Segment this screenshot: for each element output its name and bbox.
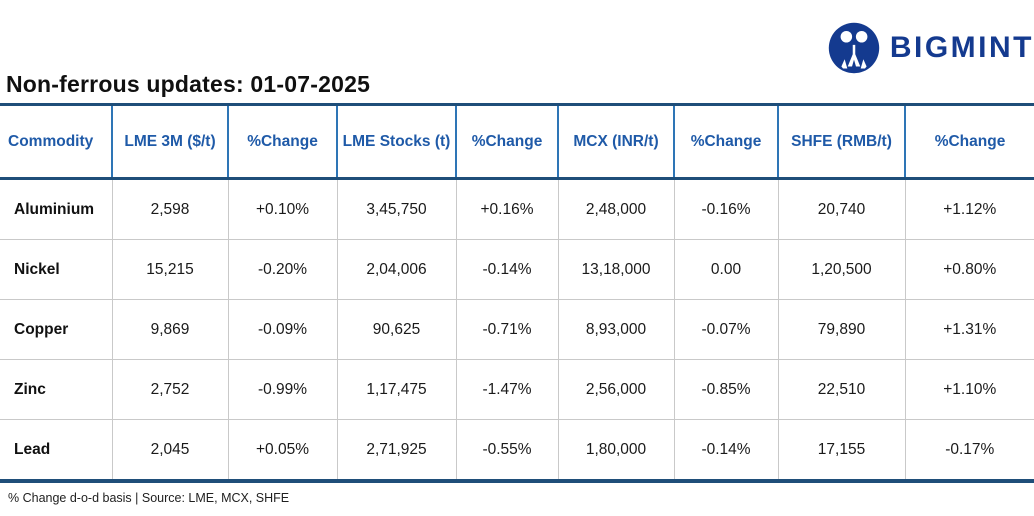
change-cell: -0.99% xyxy=(228,359,338,420)
value-cell: 2,71,925 xyxy=(337,419,457,483)
table-row: Copper 9,869 -0.09% 90,625 -0.71% 8,93,000 -0.… xyxy=(0,299,1034,360)
table-row: Lead 2,045 +0.05% 2,71,925 -0.55% 1,80,000 -0.… xyxy=(0,419,1034,483)
commodity-quotes-table: Commodity LME 3M ($/t) %Change LME Stocks (… xyxy=(0,103,1034,483)
value-cell: 2,48,000 xyxy=(558,178,675,240)
value-cell: 1,80,000 xyxy=(558,419,675,483)
change-cell: -0.17% xyxy=(905,419,1034,483)
change-cell: -0.09% xyxy=(228,299,338,360)
bigmint-logo-icon xyxy=(827,21,881,75)
value-cell: 2,04,006 xyxy=(337,239,457,300)
commodity-cell: Lead xyxy=(0,419,113,483)
change-cell: +0.16% xyxy=(456,178,559,240)
value-cell: 15,215 xyxy=(112,239,229,300)
column-header: LME Stocks (t) xyxy=(337,104,457,180)
change-cell: -0.20% xyxy=(228,239,338,300)
column-header: %Change xyxy=(674,104,779,180)
column-header: MCX (INR/t) xyxy=(558,104,675,180)
change-cell: -0.14% xyxy=(674,419,779,483)
change-cell: +1.12% xyxy=(905,178,1034,240)
change-cell: +0.80% xyxy=(905,239,1034,300)
value-cell: 2,045 xyxy=(112,419,229,483)
commodity-cell: Copper xyxy=(0,299,113,360)
column-header: LME 3M ($/t) xyxy=(112,104,229,180)
brand-logo: BIGMINT xyxy=(827,21,1034,75)
change-cell: 0.00 xyxy=(674,239,779,300)
value-cell: 79,890 xyxy=(778,299,906,360)
commodity-cell: Aluminium xyxy=(0,178,113,240)
column-header: Commodity xyxy=(0,104,113,180)
table-row: Zinc 2,752 -0.99% 1,17,475 -1.47% 2,56,000 -0.… xyxy=(0,359,1034,420)
value-cell: 90,625 xyxy=(337,299,457,360)
table-row: Nickel 15,215 -0.20% 2,04,006 -0.14% 13,18,00… xyxy=(0,239,1034,300)
value-cell: 1,20,500 xyxy=(778,239,906,300)
change-cell: -0.71% xyxy=(456,299,559,360)
value-cell: 2,598 xyxy=(112,178,229,240)
commodity-cell: Nickel xyxy=(0,239,113,300)
brand-name: BIGMINT xyxy=(889,31,1034,64)
change-cell: +0.10% xyxy=(228,178,338,240)
value-cell: 2,752 xyxy=(112,359,229,420)
value-cell: 2,56,000 xyxy=(558,359,675,420)
value-cell: 3,45,750 xyxy=(337,178,457,240)
table-body: Aluminium 2,598 +0.10% 3,45,750 +0.16% 2,48,0… xyxy=(0,178,1034,483)
value-cell: 22,510 xyxy=(778,359,906,420)
change-cell: -0.14% xyxy=(456,239,559,300)
source-note: % Change d-o-d basis | Source: LME, MCX,… xyxy=(8,491,290,505)
column-header: SHFE (RMB/t) xyxy=(778,104,906,180)
change-cell: +0.05% xyxy=(228,419,338,483)
value-cell: 17,155 xyxy=(778,419,906,483)
change-cell: +1.31% xyxy=(905,299,1034,360)
change-cell: -0.85% xyxy=(674,359,779,420)
value-cell: 8,93,000 xyxy=(558,299,675,360)
change-cell: -0.07% xyxy=(674,299,779,360)
change-cell: +1.10% xyxy=(905,359,1034,420)
table-row: Aluminium 2,598 +0.10% 3,45,750 +0.16% 2,48,0… xyxy=(0,178,1034,240)
commodity-cell: Zinc xyxy=(0,359,113,420)
value-cell: 20,740 xyxy=(778,178,906,240)
page-title: Non-ferrous updates: 01-07-2025 xyxy=(6,71,371,97)
value-cell: 9,869 xyxy=(112,299,229,360)
value-cell: 13,18,000 xyxy=(558,239,675,300)
change-cell: -1.47% xyxy=(456,359,559,420)
value-cell: 1,17,475 xyxy=(337,359,457,420)
table-header-row: Commodity LME 3M ($/t) %Change LME Stocks (… xyxy=(0,104,1034,180)
masthead: BIGMINT Non-ferrous updates: 01-07-2025 xyxy=(0,0,1034,103)
column-header: %Change xyxy=(456,104,559,180)
change-cell: -0.16% xyxy=(674,178,779,240)
column-header: %Change xyxy=(905,104,1034,180)
column-header: %Change xyxy=(228,104,338,180)
change-cell: -0.55% xyxy=(456,419,559,483)
